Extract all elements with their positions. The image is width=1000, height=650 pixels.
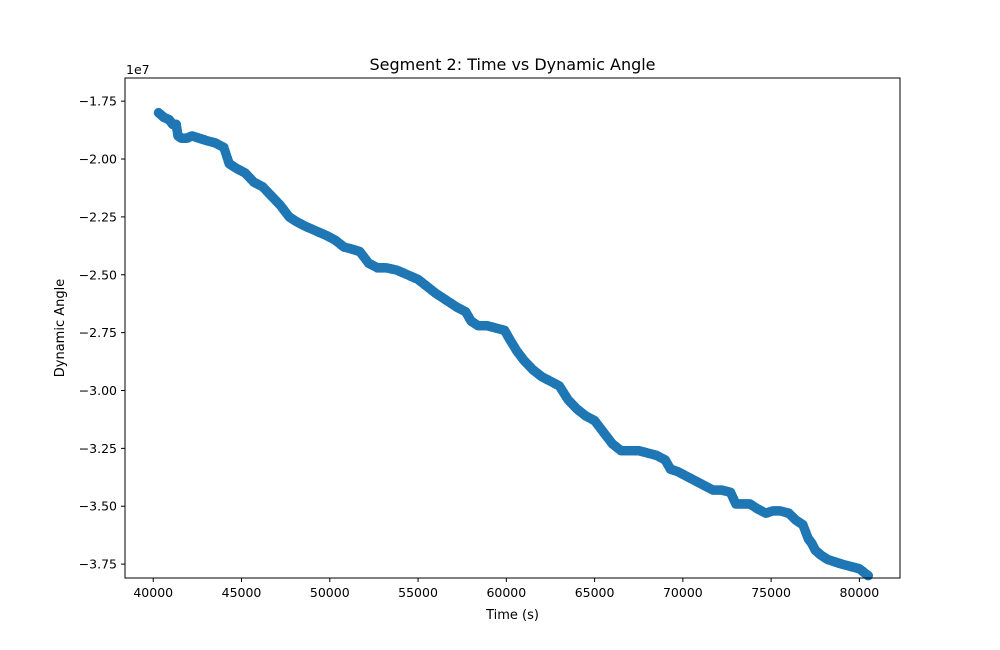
x-tick-label: 50000 [310,585,350,600]
y-tick-label: −1.75 [79,94,117,109]
y-tick-label: −2.25 [79,209,117,224]
data-point [863,570,874,581]
y-axis-ticks: −1.75 −2.00 −2.25 −2.50 −2.75 −3.00 −3.25 −3.50… [79,94,125,572]
y-tick-label: −3.25 [79,441,117,456]
chart-title: Segment 2: Time vs Dynamic Angle [369,55,655,74]
x-tick-label: 55000 [398,585,438,600]
y-axis-offset-label: 1e7 [126,62,150,77]
x-axis-label: Time (s) [485,608,539,623]
x-tick-label: 75000 [751,585,791,600]
y-axis-label: Dynamic Angle [53,279,68,377]
x-tick-label: 45000 [222,585,262,600]
y-tick-label: −3.00 [79,383,117,398]
y-tick-label: −2.75 [79,325,117,340]
scatter-points [153,107,874,581]
y-tick-label: −2.50 [79,267,117,282]
x-tick-label: 65000 [575,585,615,600]
x-tick-label: 40000 [133,585,173,600]
y-tick-label: −3.50 [79,499,117,514]
x-tick-label: 60000 [486,585,526,600]
y-tick-label: −3.75 [79,557,117,572]
y-tick-label: −2.00 [79,152,117,167]
x-tick-label: 70000 [663,585,703,600]
plot-frame [124,77,901,579]
x-axis-ticks: 40000 45000 50000 55000 60000 65000 70000 75000… [133,578,879,600]
x-tick-label: 80000 [840,585,880,600]
